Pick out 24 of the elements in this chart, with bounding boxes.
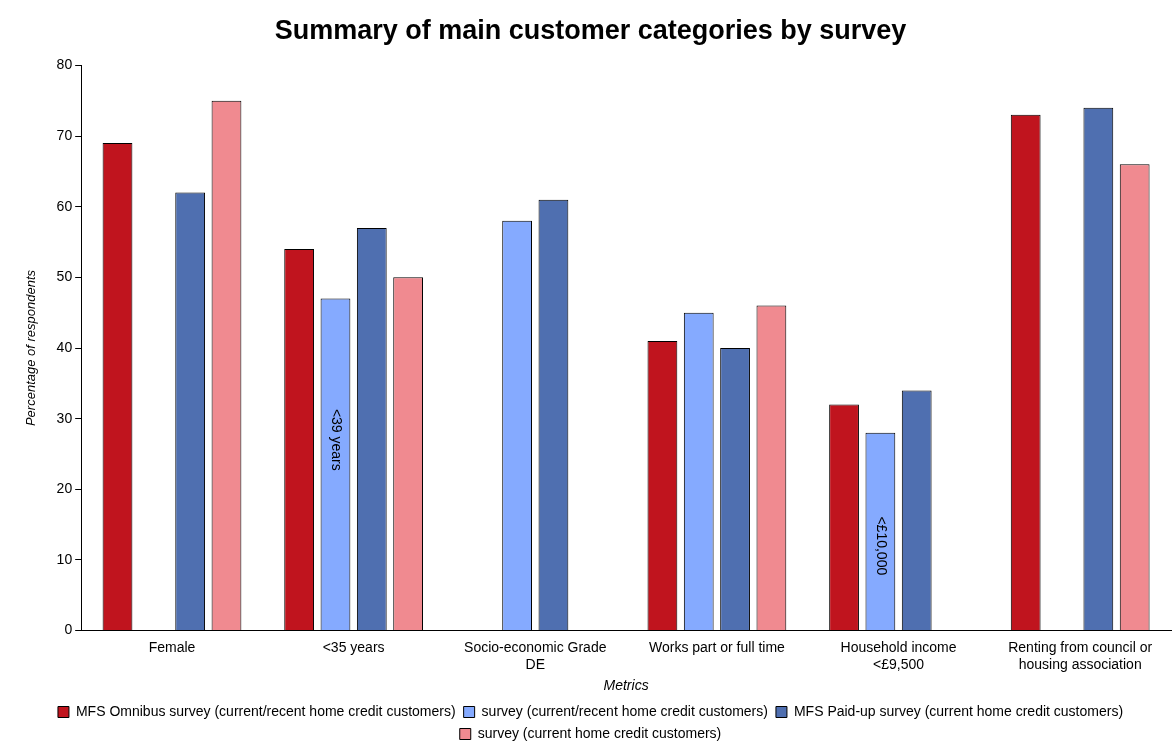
y-tick-label: 80 xyxy=(56,56,73,73)
y-tick-label: 0 xyxy=(64,621,73,638)
x-tick-label: Female xyxy=(148,638,196,655)
annotation: <£10,000 xyxy=(873,516,890,576)
x-tick-label: <35 years xyxy=(322,638,385,655)
x-tick-label: Socio-economic Grade DE xyxy=(464,638,607,672)
x-tick-label: Household income <£9,500 xyxy=(840,638,957,672)
x-tick-label: Works part or full time xyxy=(648,638,786,655)
legend-label: survey (current home credit customers) xyxy=(477,724,722,741)
legend-label: MFS Omnibus survey (current/recent home credit customers) xyxy=(75,702,456,719)
y-axis-title: Percentage of respondents xyxy=(23,269,39,427)
y-tick-label: 40 xyxy=(56,338,73,355)
y-tick-label: 30 xyxy=(56,409,73,426)
y-tick-label: 60 xyxy=(56,197,73,214)
y-tick-label: 70 xyxy=(56,126,73,143)
y-tick-label: 10 xyxy=(56,550,73,567)
legend-label: MFS Paid-up survey (current home credit customers) xyxy=(793,702,1124,719)
y-tick-label: 20 xyxy=(56,480,73,497)
y-tick-label: 50 xyxy=(56,268,73,285)
x-axis-title: Metrics xyxy=(603,677,649,694)
legend-label: survey (current/recent home credit customers) xyxy=(481,702,768,719)
x-tick-label: Renting from council or housing association xyxy=(1008,638,1153,672)
annotation: <39 years xyxy=(328,408,345,471)
chart-title: Summary of main customer categories by survey xyxy=(274,14,907,45)
